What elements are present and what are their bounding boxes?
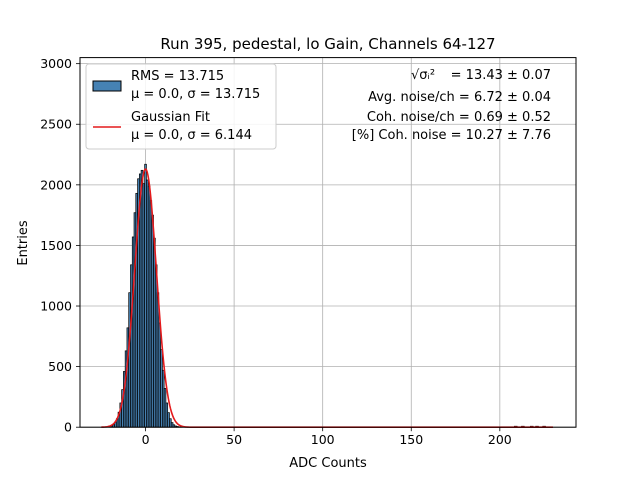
legend-fit-label: Gaussian Fit bbox=[131, 110, 210, 125]
legend-box bbox=[85, 63, 277, 150]
x-tick-label: 0 bbox=[142, 432, 150, 447]
y-tick-label: 1000 bbox=[40, 299, 72, 314]
y-tick-label: 0 bbox=[64, 420, 72, 435]
y-axis-label: Entries bbox=[16, 220, 31, 266]
x-axis-label: ADC Counts bbox=[289, 456, 367, 471]
legend: RMS = 13.715 μ = 0.0, σ = 13.715 Gaussia… bbox=[85, 63, 277, 150]
x-tick-label: 50 bbox=[226, 432, 242, 447]
legend-histogram-sublabel: μ = 0.0, σ = 13.715 bbox=[131, 87, 260, 102]
histogram-bars bbox=[108, 163, 183, 428]
x-tick-label: 200 bbox=[488, 432, 512, 447]
annotation-avg-noise: Avg. noise/ch = 6.72 ± 0.04 bbox=[368, 90, 551, 105]
legend-histogram-swatch bbox=[92, 80, 122, 92]
x-axis-ticks: 0 50 100 150 200 bbox=[142, 427, 512, 447]
y-tick-label: 3000 bbox=[40, 56, 72, 71]
chart-title: Run 395, pedestal, lo Gain, Channels 64-… bbox=[160, 35, 495, 53]
y-tick-label: 500 bbox=[48, 359, 72, 374]
annotation-coh-noise: Coh. noise/ch = 0.69 ± 0.52 bbox=[367, 110, 551, 125]
x-tick-label: 100 bbox=[311, 432, 335, 447]
legend-fit-sublabel: μ = 0.0, σ = 6.144 bbox=[131, 128, 252, 143]
legend-histogram-label: RMS = 13.715 bbox=[131, 69, 224, 84]
y-axis-ticks: 0 500 1000 1500 2000 2500 3000 bbox=[40, 56, 80, 435]
grid bbox=[80, 57, 576, 428]
annotation-coh-noise-percent: [%] Coh. noise = 10.27 ± 7.76 bbox=[352, 128, 551, 143]
x-tick-label: 150 bbox=[399, 432, 423, 447]
y-tick-label: 1500 bbox=[40, 238, 72, 253]
y-tick-label: 2000 bbox=[40, 177, 72, 192]
annotation-sqrt-symbol: √σᵢ² bbox=[411, 68, 435, 83]
y-tick-label: 2500 bbox=[40, 117, 72, 132]
annotation-total-noise: = 13.43 ± 0.07 bbox=[451, 68, 551, 83]
plot-frame bbox=[79, 57, 577, 428]
noise-annotations: √σᵢ² = 13.43 ± 0.07 Avg. noise/ch = 6.72… bbox=[352, 68, 551, 143]
